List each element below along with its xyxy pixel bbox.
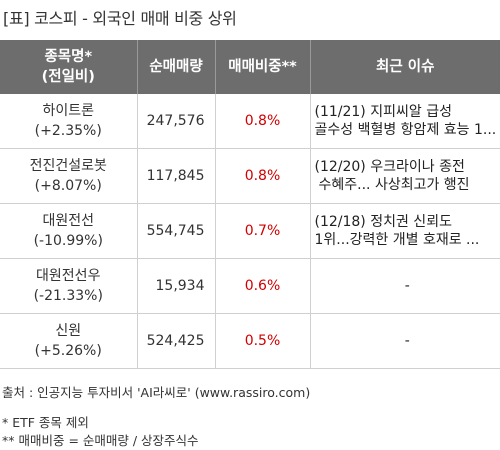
table-row: 하이트론 (+2.35%) 247,576 0.8% (11/21) 지피씨알 … (0, 94, 500, 149)
table-row: 대원전선 (-10.99%) 554,745 0.7% (12/18) 정치권 … (0, 203, 500, 259)
trade-ratio: 0.5% (215, 313, 311, 369)
stock-name-cell: 대원전선 (-10.99%) (0, 203, 138, 259)
stock-name-cell: 대원전선우 (-21.33%) (0, 258, 138, 314)
stock-change: (+5.26%) (34, 343, 102, 359)
issue-line1: (11/21) 지피씨알 급성 (314, 104, 452, 120)
stock-change: (-10.99%) (33, 233, 103, 249)
stock-name: 신원 (55, 323, 82, 339)
header-name-line2: (전일비) (41, 69, 95, 85)
issue-line1: (12/20) 우크라이나 종전 (314, 159, 465, 175)
header-name-line1: 종목명* (44, 49, 93, 65)
recent-issue[interactable]: (12/18) 정치권 신뢰도 1위...강력한 개별 호재로 ... (310, 203, 500, 259)
trade-ratio: 0.8% (215, 94, 311, 149)
trade-ratio: 0.7% (215, 203, 311, 259)
stock-name: 대원전선 (42, 213, 95, 229)
net-volume: 524,425 (137, 313, 216, 369)
header-volume: 순매매량 (137, 40, 216, 94)
issue-line2: 1위...강력한 개별 호재로 ... (314, 232, 480, 248)
trade-ratio: 0.6% (215, 258, 311, 314)
stock-name: 하이트론 (42, 103, 95, 119)
foreign-trading-table: 종목명* (전일비) 순매매량 매매비중** 최근 이슈 하이트론 (+2.35… (0, 40, 500, 369)
issue-line2: 수혜주... 사상최고가 행진 (318, 177, 470, 193)
stock-name-cell: 신원 (+5.26%) (0, 313, 138, 369)
net-volume: 554,745 (137, 203, 216, 259)
footnote-ratio: ** 매매비중 = 순매매량 / 상장주식수 (2, 433, 199, 448)
stock-name-cell: 전진건설로봇 (+8.07%) (0, 148, 138, 204)
net-volume: 15,934 (137, 258, 216, 314)
issue-line1: (12/18) 정치권 신뢰도 (314, 214, 452, 230)
recent-issue: - (310, 258, 500, 314)
stock-change: (+8.07%) (34, 178, 102, 194)
recent-issue[interactable]: (12/20) 우크라이나 종전 수혜주... 사상최고가 행진 (310, 148, 500, 204)
table-header-row: 종목명* (전일비) 순매매량 매매비중** 최근 이슈 (0, 40, 500, 94)
source-note: 출처 : 인공지능 투자비서 'AI라씨로' (www.rassiro.com) (2, 385, 311, 400)
stock-name: 전진건설로봇 (29, 158, 107, 174)
table-row: 대원전선우 (-21.33%) 15,934 0.6% - (0, 258, 500, 314)
net-volume: 247,576 (137, 94, 216, 149)
footnote-etf: * ETF 종목 제외 (2, 415, 89, 430)
stock-name: 대원전선우 (36, 268, 101, 284)
header-issue: 최근 이슈 (310, 40, 500, 94)
table-row: 신원 (+5.26%) 524,425 0.5% - (0, 313, 500, 369)
stock-change: (-21.33%) (33, 288, 103, 304)
page-title: [표] 코스피 - 외국인 매매 비중 상위 (3, 9, 237, 28)
recent-issue: - (310, 313, 500, 369)
stock-change: (+2.35%) (34, 123, 102, 139)
trade-ratio: 0.8% (215, 148, 311, 204)
recent-issue[interactable]: (11/21) 지피씨알 급성 골수성 백혈병 항암제 효능 1... (310, 94, 500, 149)
stock-name-cell: 하이트론 (+2.35%) (0, 94, 138, 149)
header-ratio: 매매비중** (215, 40, 311, 94)
issue-line2: 골수성 백혈병 항암제 효능 1... (314, 122, 497, 138)
table-row: 전진건설로봇 (+8.07%) 117,845 0.8% (12/20) 우크라… (0, 148, 500, 204)
header-name: 종목명* (전일비) (0, 40, 138, 94)
net-volume: 117,845 (137, 148, 216, 204)
